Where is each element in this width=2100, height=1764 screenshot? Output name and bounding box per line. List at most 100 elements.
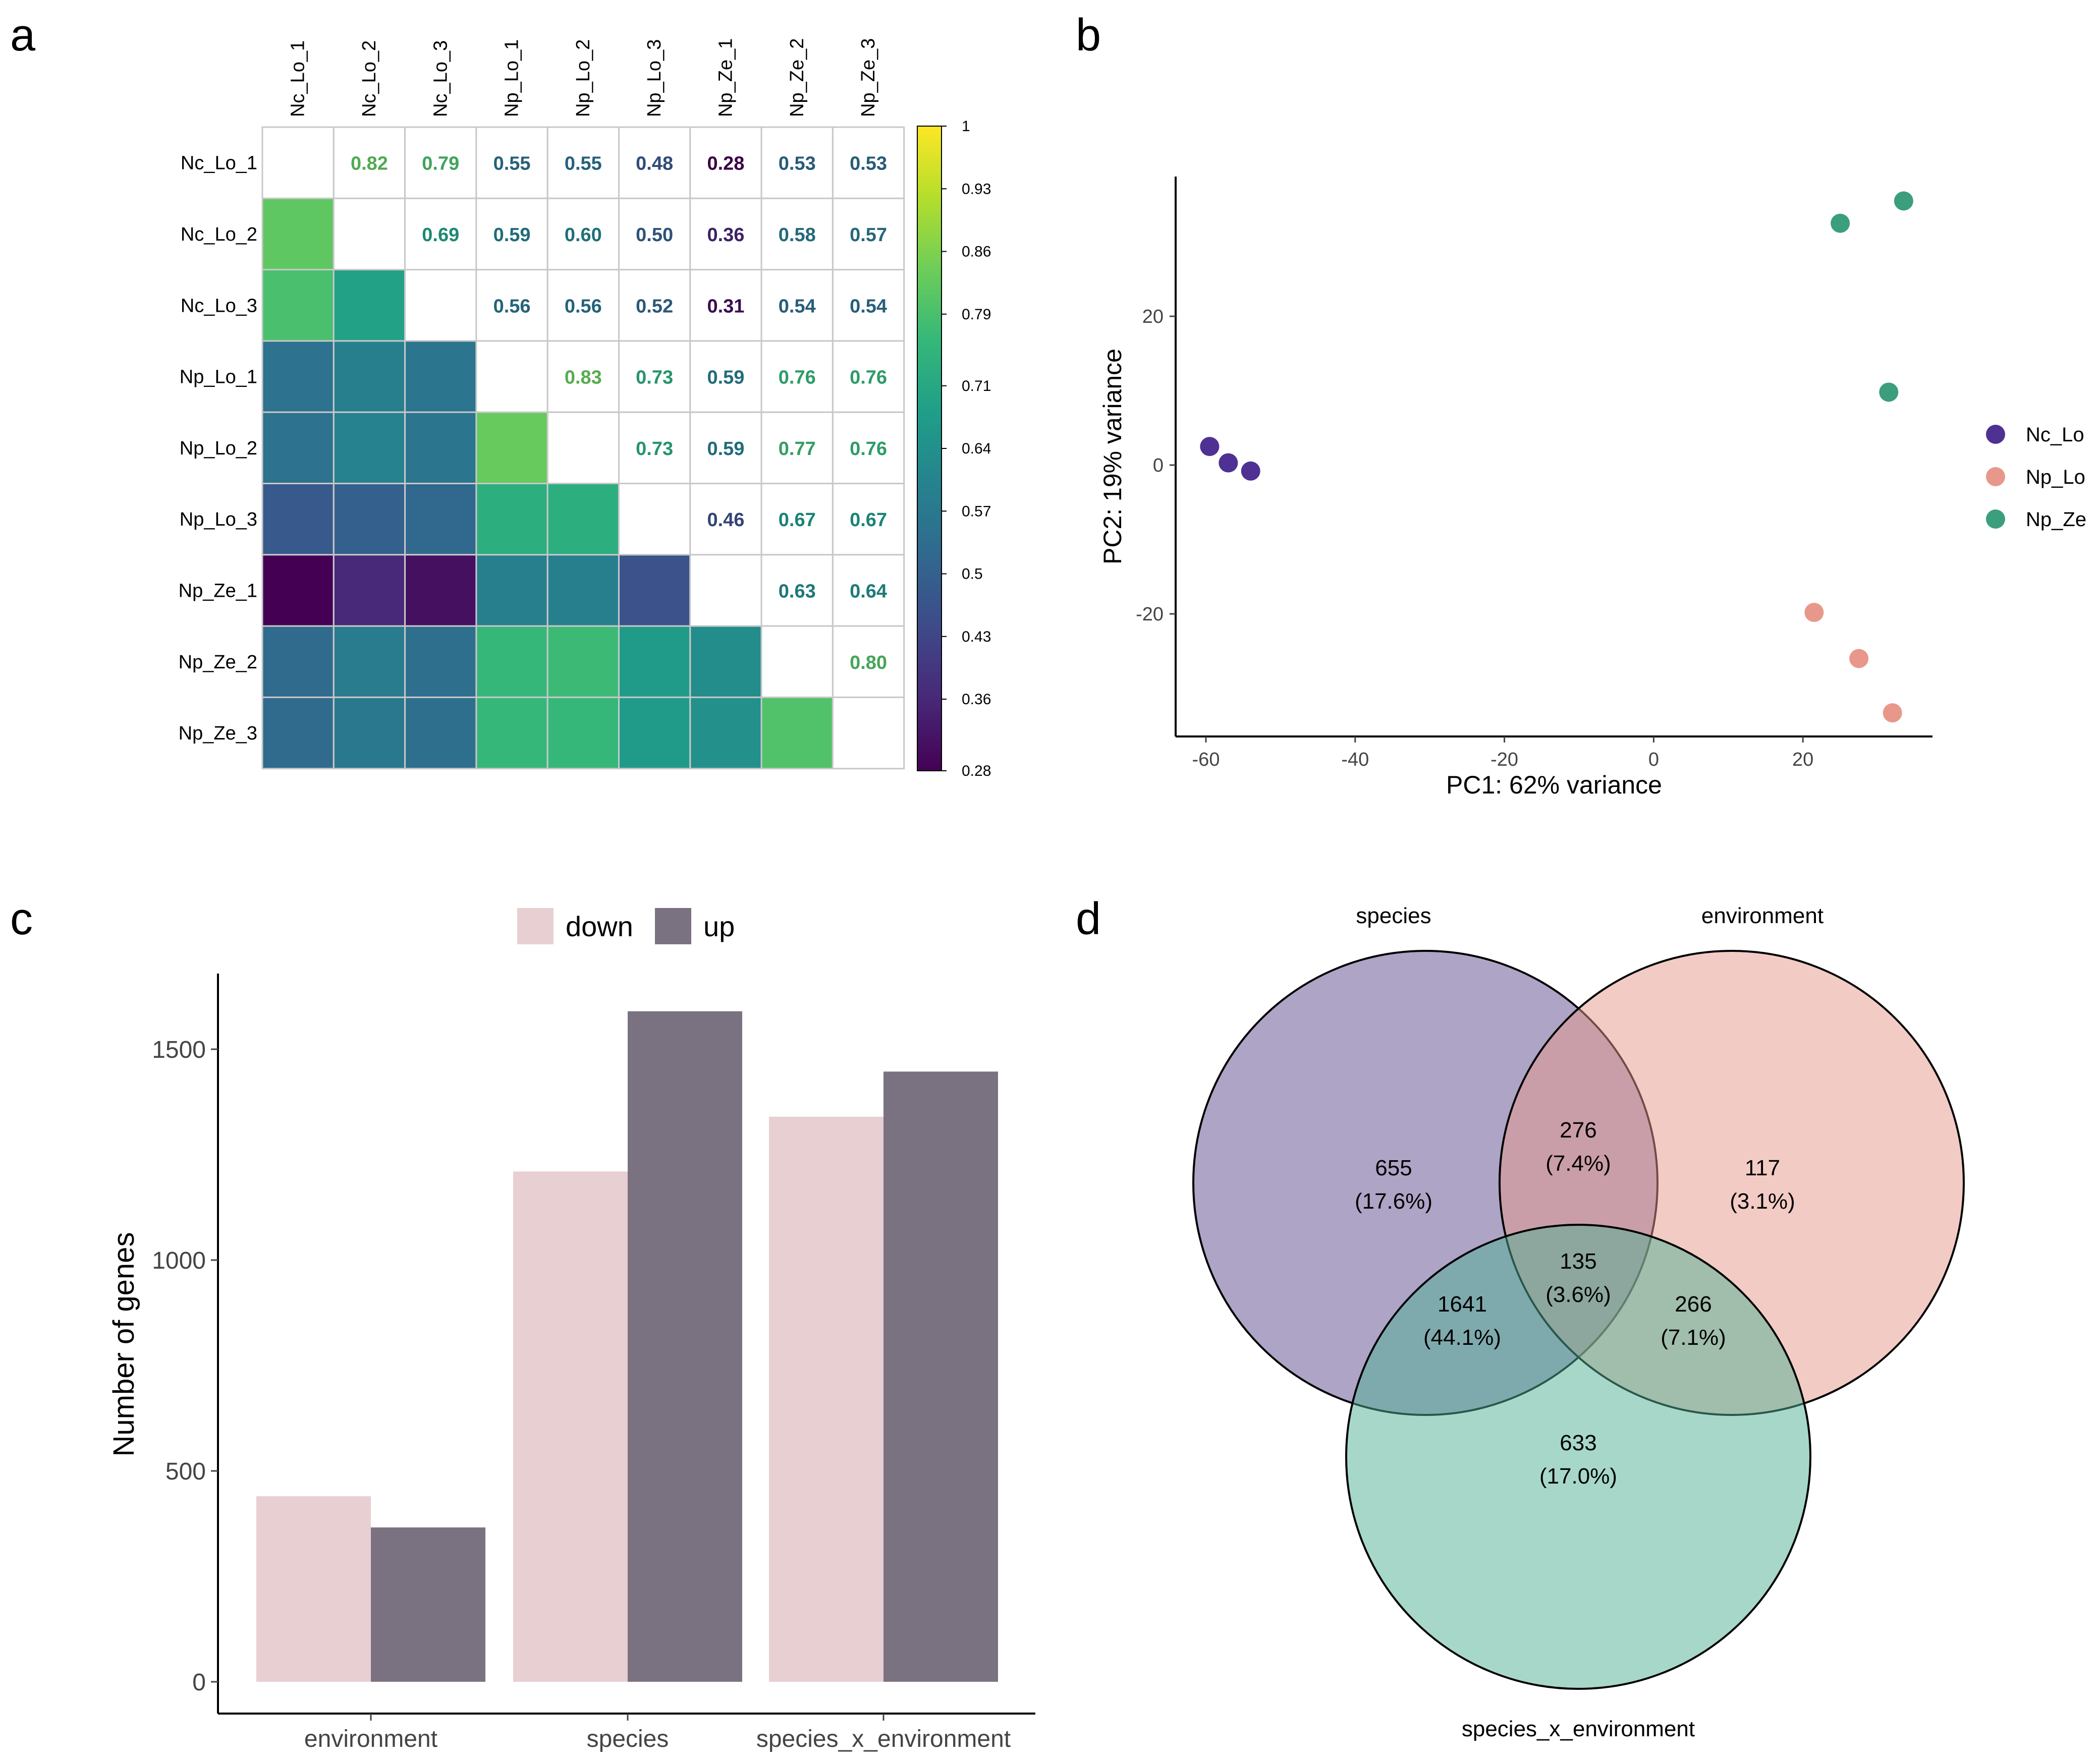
pca-legend-key: [1986, 467, 2005, 486]
venn-region-percent: (3.6%): [1545, 1282, 1611, 1307]
colorbar-tick-label: 0.86: [962, 244, 991, 260]
panel-label-c: c: [10, 894, 33, 944]
heatmap-value-label: 0.58: [779, 224, 816, 246]
heatmap-color-cell: [333, 269, 406, 342]
bar-legend-label-up: up: [703, 911, 735, 942]
heatmap-row-label: Np_Lo_3: [180, 509, 257, 530]
heatmap-row-label: Np_Ze_3: [179, 723, 257, 744]
colorbar-tick-label: 0.79: [962, 306, 991, 323]
heatmap-diagonal-cell: [261, 126, 335, 199]
heatmap-diagonal-cell: [689, 554, 762, 627]
heatmap-color-cell: [261, 696, 335, 770]
heatmap-value-cell: [760, 269, 834, 342]
heatmap-value-label: 0.64: [850, 581, 887, 602]
venn-set-title: species: [1356, 903, 1431, 928]
heatmap-value-cell: [832, 411, 905, 485]
heatmap-value-cell: [546, 340, 620, 413]
heatmap-diagonal-cell: [546, 411, 620, 485]
heatmap-value-label: 0.82: [351, 153, 388, 175]
heatmap-color-cell: [618, 625, 691, 698]
heatmap-col-label: Nc_Lo_1: [288, 40, 309, 117]
venn-region-count: 633: [1560, 1431, 1596, 1455]
pca-point-np-lo: [1804, 603, 1824, 622]
pca-legend-label: Np_Ze: [2026, 508, 2086, 531]
heatmap-value-label: 0.36: [707, 224, 744, 246]
heatmap-value-cell: [832, 625, 905, 698]
venn-region-percent: (17.6%): [1355, 1189, 1432, 1214]
heatmap-value-label: 0.80: [850, 652, 887, 673]
heatmap-value-cell: [475, 197, 548, 271]
bar-x-tick-label: species: [587, 1726, 669, 1752]
heatmap-color-cell: [618, 554, 691, 627]
pca-y-axis-title: PC2: 19% variance: [1098, 349, 1127, 564]
heatmap-value-label: 0.31: [707, 296, 744, 317]
heatmap-diagonal-cell: [760, 625, 834, 698]
venn-circle-species-x-environment: [1345, 1224, 1811, 1690]
heatmap-value-label: 0.55: [493, 153, 531, 175]
pca-point-np-lo: [1849, 649, 1869, 668]
heatmap-color-cell: [261, 625, 335, 698]
heatmap-color-cell: [475, 483, 548, 556]
heatmap-col-label: Np_Ze_1: [715, 38, 736, 117]
venn-region-count: 266: [1675, 1292, 1711, 1317]
heatmap-color-cell: [333, 340, 406, 413]
venn-region-count: 135: [1560, 1249, 1596, 1274]
heatmap-color-cell: [404, 696, 477, 770]
heatmap-color-cell: [618, 696, 691, 770]
heatmap-col-label: Np_Lo_3: [644, 39, 665, 117]
heatmap-diagonal-cell: [618, 483, 691, 556]
heatmap-diagonal-cell: [475, 340, 548, 413]
heatmap-value-label: 0.79: [422, 153, 459, 175]
heatmap-color-cell: [475, 411, 548, 485]
heatmap-row-label: Np_Lo_2: [180, 438, 257, 459]
heatmap-color-cell: [475, 625, 548, 698]
pca-legend-key: [1986, 509, 2005, 529]
heatmap-value-label: 0.54: [779, 296, 816, 317]
heatmap-col-label: Nc_Lo_3: [430, 40, 451, 117]
heatmap-color-cell: [760, 696, 834, 770]
heatmap-col-label: Np_Ze_2: [787, 38, 808, 117]
pca-point-nc-lo: [1219, 453, 1238, 473]
pca-point-np-ze: [1879, 382, 1899, 402]
heatmap-value-cell: [760, 197, 834, 271]
heatmap-value-label: 0.50: [636, 224, 673, 246]
pca-point-nc-lo: [1241, 461, 1260, 481]
heatmap-value-cell: [475, 269, 548, 342]
heatmap-value-label: 0.73: [636, 438, 673, 460]
colorbar-tick-label: 0.36: [962, 691, 991, 708]
heatmap-color-cell: [404, 554, 477, 627]
venn-region-percent: (7.1%): [1661, 1325, 1726, 1350]
pca-y-tick-label: 20: [1142, 306, 1164, 327]
heatmap-value-label: 0.59: [707, 438, 744, 460]
heatmap-value-cell: [546, 269, 620, 342]
heatmap-value-label: 0.63: [779, 581, 816, 602]
pca-legend-label: Np_Lo: [2026, 466, 2085, 488]
heatmap-color-cell: [261, 411, 335, 485]
heatmap-value-label: 0.77: [779, 438, 816, 460]
venn-region-percent: (7.4%): [1545, 1151, 1611, 1176]
venn-set-title: environment: [1701, 903, 1823, 928]
heatmap-color-cell: [404, 625, 477, 698]
venn-region-count: 117: [1745, 1156, 1780, 1180]
heatmap-value-cell: [689, 126, 762, 199]
heatmap-diagonal-cell: [832, 696, 905, 770]
heatmap-value-label: 0.53: [850, 153, 887, 175]
bar-y-tick-label: 0: [192, 1669, 206, 1696]
heatmap-value-label: 0.69: [422, 224, 459, 246]
heatmap-color-cell: [261, 554, 335, 627]
venn-diagram: species environment species_x_environment 6…: [1192, 903, 1965, 1741]
pca-y-tick-label: -20: [1136, 604, 1164, 625]
heatmap-diagonal-cell: [333, 197, 406, 271]
pca-point-np-ze: [1894, 191, 1913, 211]
heatmap-row-label: Nc_Lo_2: [181, 224, 257, 245]
pca-x-tick-label: -60: [1192, 749, 1220, 770]
bar-up: [628, 1011, 742, 1682]
bar-legend-label-down: down: [566, 911, 633, 942]
pca-legend-key: [1986, 425, 2005, 444]
heatmap-value-cell: [689, 269, 762, 342]
heatmap-value-cell: [333, 126, 406, 199]
heatmap-color-cell: [333, 696, 406, 770]
heatmap-value-label: 0.28: [707, 153, 744, 175]
heatmap-color-cell: [261, 197, 335, 271]
